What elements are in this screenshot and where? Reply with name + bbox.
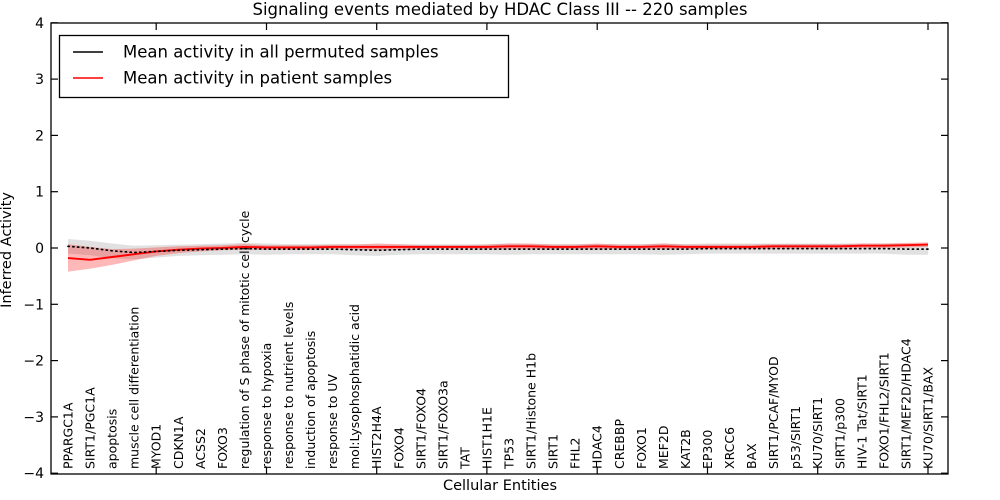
x-tick-label: CDKN1A bbox=[171, 416, 186, 469]
x-tick-label: SIRT1/PGC1A bbox=[83, 387, 98, 469]
x-tick-label: FOXO1/FHL2/SIRT1 bbox=[876, 352, 891, 469]
x-tick-label: SIRT1/MEF2D/HDAC4 bbox=[898, 338, 913, 469]
legend-box bbox=[58, 34, 510, 99]
x-tick-label: KAT2B bbox=[678, 429, 693, 469]
x-tick-label: PPARGC1A bbox=[61, 402, 76, 469]
x-tick-label: apoptosis bbox=[105, 409, 120, 469]
x-tick-label: HDAC4 bbox=[590, 425, 605, 469]
x-tick-label: XRCC6 bbox=[722, 427, 737, 469]
x-tick-label: response to UV bbox=[325, 374, 340, 469]
permuted-mean-line bbox=[67, 245, 929, 254]
x-tick-label: SIRT1 bbox=[546, 434, 561, 469]
y-axis-label: Inferred Activity bbox=[0, 192, 15, 308]
x-tick-label: SIRT1/FOXO3a bbox=[435, 380, 450, 469]
x-axis-ticks bbox=[155, 23, 929, 474]
x-tick-label: SIRT1/Histone H1b bbox=[524, 353, 539, 469]
x-tick-label: FOXO3 bbox=[215, 427, 230, 469]
x-tick-label: SIRT1/PCAF/MYOD bbox=[766, 356, 781, 469]
x-tick-label: HIST1H1E bbox=[479, 407, 494, 469]
legend: Mean activity in all permuted samples Me… bbox=[58, 34, 510, 99]
legend-label-patient: Mean activity in patient samples bbox=[123, 69, 392, 88]
x-tick-label: p53/SIRT1 bbox=[788, 406, 803, 469]
y-tick-label: −4 bbox=[23, 466, 44, 482]
x-tick-label: ACSS2 bbox=[193, 428, 208, 469]
x-axis-label: Cellular Entities bbox=[443, 478, 557, 494]
y-axis-tick-labels: 4 3 2 1 0 −1 −2 −3 −4 bbox=[23, 16, 44, 482]
x-tick-label: HIST2H4A bbox=[369, 406, 384, 469]
x-tick-label: regulation of S phase of mitotic cell cy… bbox=[237, 210, 252, 469]
y-tick-label: 2 bbox=[35, 128, 44, 144]
confidence-bands bbox=[68, 239, 928, 272]
x-tick-label: CREBBP bbox=[612, 419, 627, 469]
x-tick-label: muscle cell differentiation bbox=[127, 307, 142, 469]
x-tick-label: TAT bbox=[457, 447, 472, 470]
band-patient bbox=[68, 242, 928, 272]
y-tick-label: 0 bbox=[35, 241, 44, 257]
x-tick-label: BAX bbox=[744, 443, 759, 469]
y-tick-label: −3 bbox=[23, 410, 44, 426]
legend-label-permuted: Mean activity in all permuted samples bbox=[123, 43, 439, 62]
y-axis-ticks bbox=[51, 22, 948, 474]
chart-title: Signaling events mediated by HDAC Class … bbox=[252, 0, 747, 19]
y-tick-label: 1 bbox=[35, 185, 44, 201]
x-tick-label: FOXO4 bbox=[391, 427, 406, 469]
x-tick-label: HIV-1 Tat/SIRT1 bbox=[854, 374, 869, 469]
y-tick-label: −2 bbox=[23, 354, 44, 370]
x-tick-label: KU70/SIRT1/BAX bbox=[921, 367, 936, 469]
x-tick-label: SIRT1/FOXO4 bbox=[413, 388, 428, 469]
x-tick-label: response to nutrient levels bbox=[281, 302, 296, 469]
x-axis-tick-labels: PPARGC1A SIRT1/PGC1A apoptosis muscle cell … bbox=[61, 210, 936, 470]
x-tick-label: EP300 bbox=[700, 430, 715, 469]
y-tick-label: 4 bbox=[35, 16, 44, 32]
band-permuted bbox=[68, 239, 928, 260]
x-tick-label: induction of apoptosis bbox=[303, 331, 318, 469]
x-tick-label: KU70/SIRT1 bbox=[810, 397, 825, 469]
y-tick-label: −1 bbox=[23, 297, 44, 313]
y-tick-label: 3 bbox=[35, 72, 44, 88]
data-lines bbox=[67, 243, 929, 261]
x-tick-label: FOXO1 bbox=[634, 427, 649, 469]
x-tick-label: MEF2D bbox=[656, 426, 671, 469]
x-tick-label: response to hypoxia bbox=[259, 343, 274, 469]
x-tick-label: SIRT1/p300 bbox=[832, 398, 847, 469]
patient-mean-line bbox=[67, 243, 929, 261]
x-tick-label: TP53 bbox=[502, 438, 517, 470]
x-tick-label: mol:Lysophosphatidic acid bbox=[347, 304, 362, 469]
x-tick-label: FHL2 bbox=[568, 437, 583, 469]
x-tick-label: MYOD1 bbox=[149, 424, 164, 469]
